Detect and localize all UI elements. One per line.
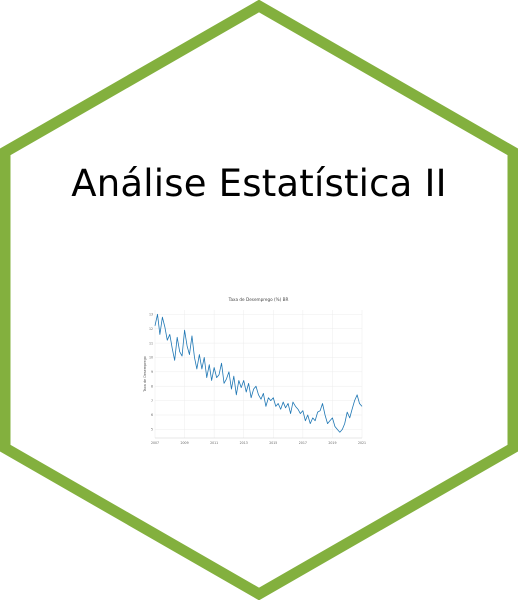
series-line xyxy=(154,313,363,433)
x-tick-label: 2009 xyxy=(181,441,189,445)
x-tick-label: 2013 xyxy=(240,441,248,445)
y-tick-label: 11 xyxy=(149,341,153,345)
x-tick-label: 2019 xyxy=(328,441,336,445)
x-tick-label: 2007 xyxy=(151,441,159,445)
chart-container: Taxa de Desemprego (%) BR Taxa de Desempr… xyxy=(140,292,370,450)
x-tick-label: 2021 xyxy=(358,441,366,445)
y-axis-label: Taxa de Desemprego xyxy=(143,356,147,393)
unemployment-line-chart: Taxa de Desemprego (%) BR Taxa de Desempr… xyxy=(143,297,366,445)
y-tick-label: 13 xyxy=(149,313,153,317)
y-tick-label: 9 xyxy=(151,370,153,374)
y-tick-label: 6 xyxy=(151,413,153,417)
x-tick-label: 2015 xyxy=(269,441,277,445)
y-tick-label: 7 xyxy=(151,399,153,403)
x-tick-label: 2011 xyxy=(210,441,218,445)
y-tick-label: 10 xyxy=(149,356,153,360)
hexagon-title: Análise Estatística II xyxy=(71,162,447,205)
x-tick-label: 2017 xyxy=(299,441,307,445)
y-tick-label: 8 xyxy=(151,384,153,388)
y-tick-label: 12 xyxy=(149,327,153,331)
chart-title: Taxa de Desemprego (%) BR xyxy=(228,297,289,302)
y-tick-label: 5 xyxy=(151,428,153,432)
